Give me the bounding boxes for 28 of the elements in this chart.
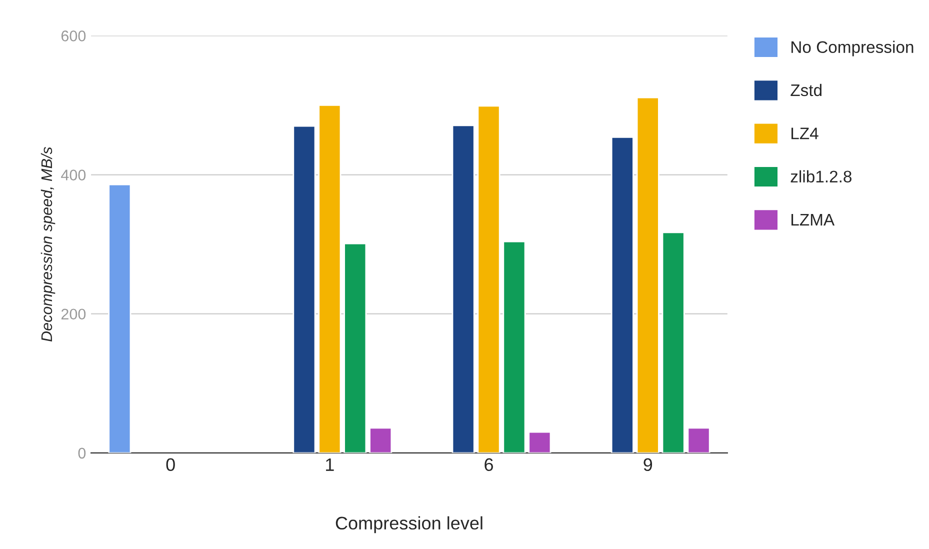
bar (636, 96, 660, 453)
legend-label: LZ4 (792, 128, 818, 140)
y-tick-label: 400 (61, 170, 86, 180)
bar (528, 431, 552, 453)
bar (318, 104, 342, 453)
bar (477, 105, 500, 453)
x-tick-label: 6 (484, 458, 493, 472)
bar (108, 184, 132, 453)
x-tick-label: 0 (166, 458, 175, 472)
y-tick-label: 200 (61, 308, 86, 320)
bar (452, 124, 475, 453)
y-axis-title: Decompression speed, MB/s (40, 146, 56, 342)
y-tick-label: 0 (78, 448, 86, 459)
x-tick-label: 1 (326, 458, 334, 471)
legend-label: zlib1.2.8 (790, 170, 852, 182)
bar (687, 427, 710, 453)
legend-label: Zstd (790, 84, 822, 96)
bar (662, 232, 685, 453)
bar (344, 242, 367, 453)
x-tick-label: 9 (644, 458, 652, 472)
x-axis-title: Compression level (336, 516, 482, 534)
bar (610, 136, 634, 453)
legend-label: LZMA (792, 214, 835, 226)
legend-label: No Compression (792, 40, 914, 56)
bar (502, 240, 526, 453)
bar (292, 125, 316, 453)
bar (369, 427, 392, 453)
y-tick-label: 600 (61, 30, 86, 42)
